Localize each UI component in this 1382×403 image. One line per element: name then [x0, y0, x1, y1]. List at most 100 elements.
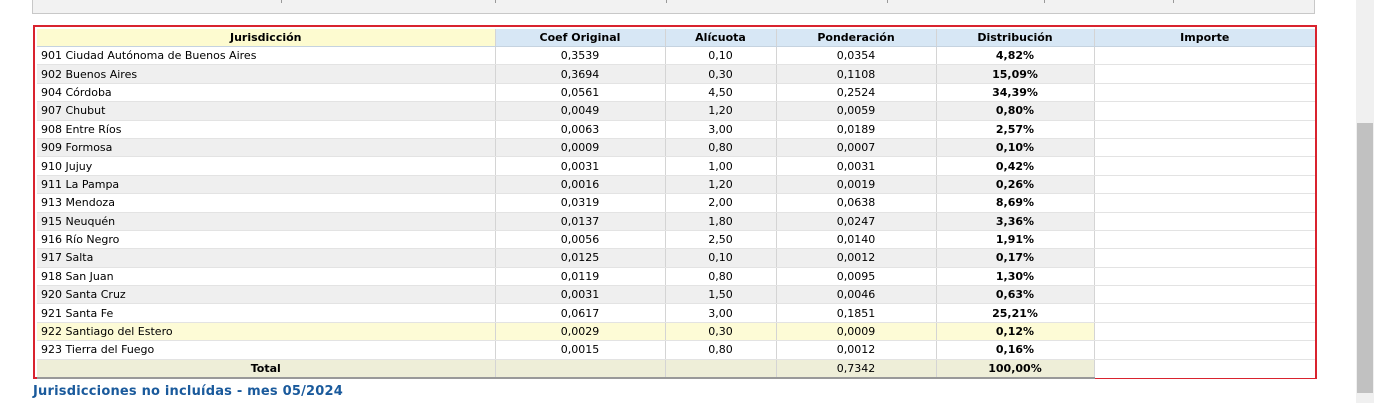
distribution-table-frame: Jurisdicción Coef Original Alícuota Pond… [33, 25, 1317, 379]
cell-importe[interactable] [1094, 193, 1315, 213]
cell-coef-original: 0,0319 [495, 193, 666, 213]
cell-jurisdiccion: 917 Salta [37, 248, 496, 268]
cell-jurisdiccion: 913 Mendoza [37, 193, 496, 213]
cell-ponderacion: 0,0189 [776, 120, 937, 139]
cell-importe[interactable] [1094, 285, 1315, 305]
cell-alicuota: 3,00 [665, 120, 777, 139]
table-row: 911 La Pampa 0,0016 1,20 0,0019 0,26% [37, 175, 1315, 195]
total-distribucion: 100,00% [936, 358, 1095, 379]
cell-importe[interactable] [1094, 340, 1315, 360]
cell-importe[interactable] [1094, 156, 1315, 176]
jurisdicciones-no-incluidas-link[interactable]: Jurisdicciones no incluídas - mes 05/202… [33, 384, 343, 399]
cell-jurisdiccion: 909 Formosa [37, 138, 496, 158]
table-row: 918 San Juan 0,0119 0,80 0,0095 1,30% [37, 267, 1315, 287]
cell-coef-original: 0,0009 [495, 138, 666, 158]
table-header-row: Jurisdicción Coef Original Alícuota Pond… [37, 29, 1315, 47]
cell-distribucion: 0,10% [936, 138, 1095, 158]
cell-importe[interactable] [1094, 212, 1315, 231]
panel-divider [1044, 0, 1045, 3]
table-row: 907 Chubut 0,0049 1,20 0,0059 0,80% [37, 101, 1315, 121]
table-row: 901 Ciudad Autónoma de Buenos Aires 0,353… [37, 46, 1315, 66]
table-row: 915 Neuquén 0,0137 1,80 0,0247 3,36% [37, 212, 1315, 231]
cell-alicuota: 1,80 [665, 212, 777, 231]
cell-jurisdiccion: 911 La Pampa [37, 175, 496, 195]
cell-jurisdiccion: 902 Buenos Aires [37, 64, 496, 84]
vertical-scrollbar[interactable] [1356, 0, 1374, 403]
cell-importe[interactable] [1094, 175, 1315, 195]
cell-jurisdiccion: 915 Neuquén [37, 212, 496, 231]
cell-importe[interactable] [1094, 248, 1315, 268]
cell-alicuota: 0,10 [665, 46, 777, 66]
cell-ponderacion: 0,0354 [776, 46, 937, 66]
cell-coef-original: 0,3694 [495, 64, 666, 84]
total-ponderacion: 0,7342 [776, 358, 937, 379]
cell-coef-original: 0,0015 [495, 340, 666, 360]
cell-ponderacion: 0,0059 [776, 101, 937, 121]
cell-distribucion: 3,36% [936, 212, 1095, 231]
cell-distribucion: 15,09% [936, 64, 1095, 84]
cell-importe[interactable] [1094, 138, 1315, 158]
cell-importe[interactable] [1094, 230, 1315, 250]
cell-ponderacion: 0,0046 [776, 285, 937, 305]
total-row: Total 0,7342 100,00% [37, 358, 1315, 379]
table-row: 908 Entre Ríos 0,0063 3,00 0,0189 2,57% [37, 120, 1315, 139]
cell-importe[interactable] [1094, 303, 1315, 323]
cell-importe[interactable] [1094, 64, 1315, 84]
cell-distribucion: 1,91% [936, 230, 1095, 250]
cell-ponderacion: 0,0019 [776, 175, 937, 195]
cell-distribucion: 0,80% [936, 101, 1095, 121]
cell-importe[interactable] [1094, 267, 1315, 287]
cell-distribucion: 0,63% [936, 285, 1095, 305]
table-row: 921 Santa Fe 0,0617 3,00 0,1851 25,21% [37, 303, 1315, 323]
cell-coef-original: 0,0063 [495, 120, 666, 139]
cell-distribucion: 0,16% [936, 340, 1095, 360]
cell-distribucion: 34,39% [936, 83, 1095, 103]
cell-importe[interactable] [1094, 46, 1315, 66]
cell-alicuota: 2,00 [665, 193, 777, 213]
cell-coef-original: 0,0031 [495, 285, 666, 305]
cell-alicuota: 0,30 [665, 64, 777, 84]
cell-ponderacion: 0,0012 [776, 340, 937, 360]
cell-jurisdiccion: 910 Jujuy [37, 156, 496, 176]
cell-jurisdiccion: 921 Santa Fe [37, 303, 496, 323]
cell-importe[interactable] [1094, 101, 1315, 121]
cell-distribucion: 2,57% [936, 120, 1095, 139]
table-row: 916 Río Negro 0,0056 2,50 0,0140 1,91% [37, 230, 1315, 250]
cell-coef-original: 0,0617 [495, 303, 666, 323]
total-importe-blank [1094, 359, 1315, 378]
cell-coef-original: 0,0561 [495, 83, 666, 103]
table-row: 910 Jujuy 0,0031 1,00 0,0031 0,42% [37, 156, 1315, 176]
cell-ponderacion: 0,0638 [776, 193, 937, 213]
table-row: 902 Buenos Aires 0,3694 0,30 0,1108 15,09% [37, 64, 1315, 84]
cell-alicuota: 2,50 [665, 230, 777, 250]
cell-distribucion: 0,12% [936, 322, 1095, 342]
cell-jurisdiccion: 922 Santiago del Estero [37, 322, 496, 342]
cell-importe[interactable] [1094, 322, 1315, 342]
cell-ponderacion: 0,0247 [776, 212, 937, 231]
cell-jurisdiccion: 923 Tierra del Fuego [37, 340, 496, 360]
cell-coef-original: 0,0125 [495, 248, 666, 268]
cell-distribucion: 0,42% [936, 156, 1095, 176]
table-row: 904 Córdoba 0,0561 4,50 0,2524 34,39% [37, 83, 1315, 103]
table-row: 917 Salta 0,0125 0,10 0,0012 0,17% [37, 248, 1315, 268]
cell-alicuota: 3,00 [665, 303, 777, 323]
panel-divider [281, 0, 282, 3]
header-jurisdiccion: Jurisdicción [37, 29, 496, 47]
cell-alicuota: 4,50 [665, 83, 777, 103]
cell-jurisdiccion: 907 Chubut [37, 101, 496, 121]
cell-distribucion: 0,17% [936, 248, 1095, 268]
cell-importe[interactable] [1094, 120, 1315, 139]
total-alicuota [665, 358, 777, 379]
cell-jurisdiccion: 908 Entre Ríos [37, 120, 496, 139]
header-distribucion: Distribución [936, 29, 1095, 47]
cell-importe[interactable] [1094, 83, 1315, 103]
cell-alicuota: 0,30 [665, 322, 777, 342]
cell-ponderacion: 0,0031 [776, 156, 937, 176]
header-coef-original: Coef Original [495, 29, 666, 47]
cell-distribucion: 25,21% [936, 303, 1095, 323]
cell-alicuota: 0,80 [665, 340, 777, 360]
scrollbar-thumb[interactable] [1357, 123, 1373, 393]
header-ponderacion: Ponderación [776, 29, 937, 47]
cell-distribucion: 0,26% [936, 175, 1095, 195]
table-row: 922 Santiago del Estero 0,0029 0,30 0,0009 0… [37, 322, 1315, 342]
